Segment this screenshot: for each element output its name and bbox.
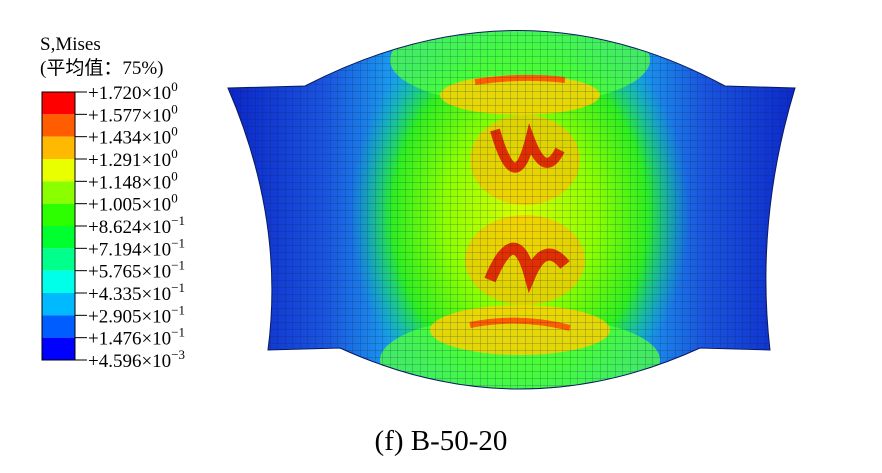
legend-label-exponent: −1	[171, 235, 185, 250]
legend-label-exponent: −1	[171, 213, 185, 228]
legend-label: +1.005×100	[88, 191, 178, 216]
legend-label-value: +2.905×10	[88, 306, 171, 327]
legend-label-value: +4.596×10	[88, 351, 171, 372]
legend-label: +1.476×10−1	[88, 325, 185, 350]
legend-swatch	[42, 159, 75, 182]
legend-title: S,Mises	[40, 34, 101, 55]
legend-label-exponent: 0	[171, 101, 178, 116]
legend-label-exponent: 0	[171, 124, 178, 139]
legend-label-exponent: −1	[171, 325, 185, 340]
legend-subtitle: (平均值：75%)	[40, 57, 163, 79]
legend-label: +7.194×10−1	[88, 235, 185, 260]
legend-label-exponent: −1	[171, 258, 185, 273]
legend-label: +5.765×10−1	[88, 258, 185, 283]
legend-label-exponent: −3	[171, 347, 185, 362]
legend-swatch	[42, 114, 75, 137]
legend-swatch	[42, 293, 75, 316]
legend-label: +4.596×10−3	[88, 347, 185, 372]
legend-label-value: +8.624×10	[88, 217, 171, 238]
legend-label-value: +1.476×10	[88, 329, 171, 350]
legend-label: +1.720×100	[88, 79, 178, 104]
legend-swatch	[42, 92, 75, 115]
legend-swatch	[42, 337, 75, 360]
legend-swatch	[42, 315, 75, 338]
legend-label-exponent: 0	[171, 191, 178, 206]
legend: +1.720×100+1.577×100+1.434×100+1.291×100…	[41, 79, 185, 372]
legend-label-exponent: 0	[171, 146, 178, 161]
legend-swatch	[42, 136, 75, 159]
legend-label-value: +4.335×10	[88, 284, 171, 305]
legend-swatch	[42, 181, 75, 204]
legend-label-value: +5.765×10	[88, 262, 171, 283]
legend-label-value: +1.720×10	[88, 83, 171, 104]
legend-label-exponent: 0	[171, 168, 178, 183]
legend-label-exponent: −1	[171, 280, 185, 295]
contour-plot	[228, 30, 795, 389]
legend-swatch	[42, 270, 75, 293]
legend-label: +1.148×100	[88, 168, 178, 193]
legend-label: +2.905×10−1	[88, 302, 185, 327]
legend-label-exponent: −1	[171, 302, 185, 317]
legend-label: +4.335×10−1	[88, 280, 185, 305]
legend-label-value: +1.005×10	[88, 195, 171, 216]
legend-label-value: +7.194×10	[88, 239, 171, 260]
legend-label: +1.577×100	[88, 101, 178, 126]
legend-label-value: +1.577×10	[88, 105, 171, 126]
legend-swatch	[42, 203, 75, 226]
legend-label-exponent: 0	[171, 79, 178, 94]
caption: (f) B-50-20	[375, 425, 508, 457]
legend-label: +1.434×100	[88, 124, 178, 149]
legend-swatch	[42, 226, 75, 249]
outline	[227, 30, 796, 390]
legend-label-value: +1.291×10	[88, 150, 171, 171]
legend-label-value: +1.434×10	[88, 128, 171, 149]
legend-label: +1.291×100	[88, 146, 178, 171]
legend-swatch	[42, 248, 75, 271]
legend-label-value: +1.148×10	[88, 172, 171, 193]
legend-label: +8.624×10−1	[88, 213, 185, 238]
